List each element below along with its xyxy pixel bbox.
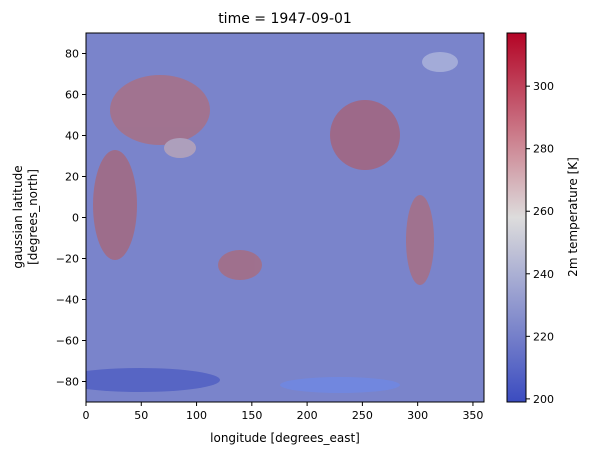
y-tick-label: 40 <box>65 130 79 143</box>
colorbar-tick-label: 220 <box>533 330 554 343</box>
colorbar <box>506 32 527 403</box>
temperature-heatmap <box>86 33 484 402</box>
x-tick-label: 50 <box>134 409 148 422</box>
x-axis: 0 50 100 150 200 250 300 350 <box>83 402 483 422</box>
y-tick-label: −40 <box>56 294 79 307</box>
colorbar-axis: 200 220 240 260 280 300 <box>526 80 554 406</box>
y-tick-label: −60 <box>56 335 79 348</box>
greenland-patch <box>422 52 458 72</box>
y-tick-label: 60 <box>65 89 79 102</box>
east-antarctica-cold <box>86 368 220 392</box>
x-axis-label: longitude [degrees_east] <box>210 431 360 445</box>
antarctic-overlay <box>86 368 400 393</box>
y-tick-label: 80 <box>65 48 79 61</box>
x-tick-label: 100 <box>186 409 207 422</box>
africa-patch <box>93 150 137 260</box>
x-tick-label: 150 <box>241 409 262 422</box>
y-tick-label: 0 <box>72 212 79 225</box>
namerica-patch <box>330 100 400 170</box>
australia-patch <box>218 250 262 280</box>
x-tick-label: 300 <box>407 409 428 422</box>
y-axis: −80 −60 −40 −20 0 20 40 60 80 <box>56 48 86 389</box>
tibet-patch <box>164 138 196 158</box>
samerica-patch <box>406 195 434 285</box>
west-antarctica-cold <box>280 377 400 393</box>
heatmap-field <box>86 33 484 402</box>
colorbar-tick-label: 260 <box>533 205 554 218</box>
colorbar-label: 2m temperature [K] <box>566 157 580 277</box>
x-tick-label: 350 <box>462 409 483 422</box>
y-tick-label: 20 <box>65 171 79 184</box>
colorbar-tick-label: 240 <box>533 268 554 281</box>
chart-title: time = 1947-09-01 <box>218 11 352 27</box>
y-tick-label: −20 <box>56 253 79 266</box>
colorbar-tick-label: 300 <box>533 80 554 93</box>
y-axis-label-line2: [degrees_north] <box>26 169 40 265</box>
colorbar-tick-label: 280 <box>533 143 554 156</box>
colorbar-tick-label: 200 <box>533 393 554 406</box>
y-axis-label: gaussian latitude [degrees_north] <box>11 165 40 268</box>
x-tick-label: 200 <box>297 409 318 422</box>
x-tick-label: 250 <box>352 409 373 422</box>
y-tick-label: −80 <box>56 376 79 389</box>
land-overlay <box>93 52 458 285</box>
asia-patch <box>110 75 210 145</box>
x-tick-label: 0 <box>83 409 90 422</box>
y-axis-label-line1: gaussian latitude <box>11 165 25 268</box>
